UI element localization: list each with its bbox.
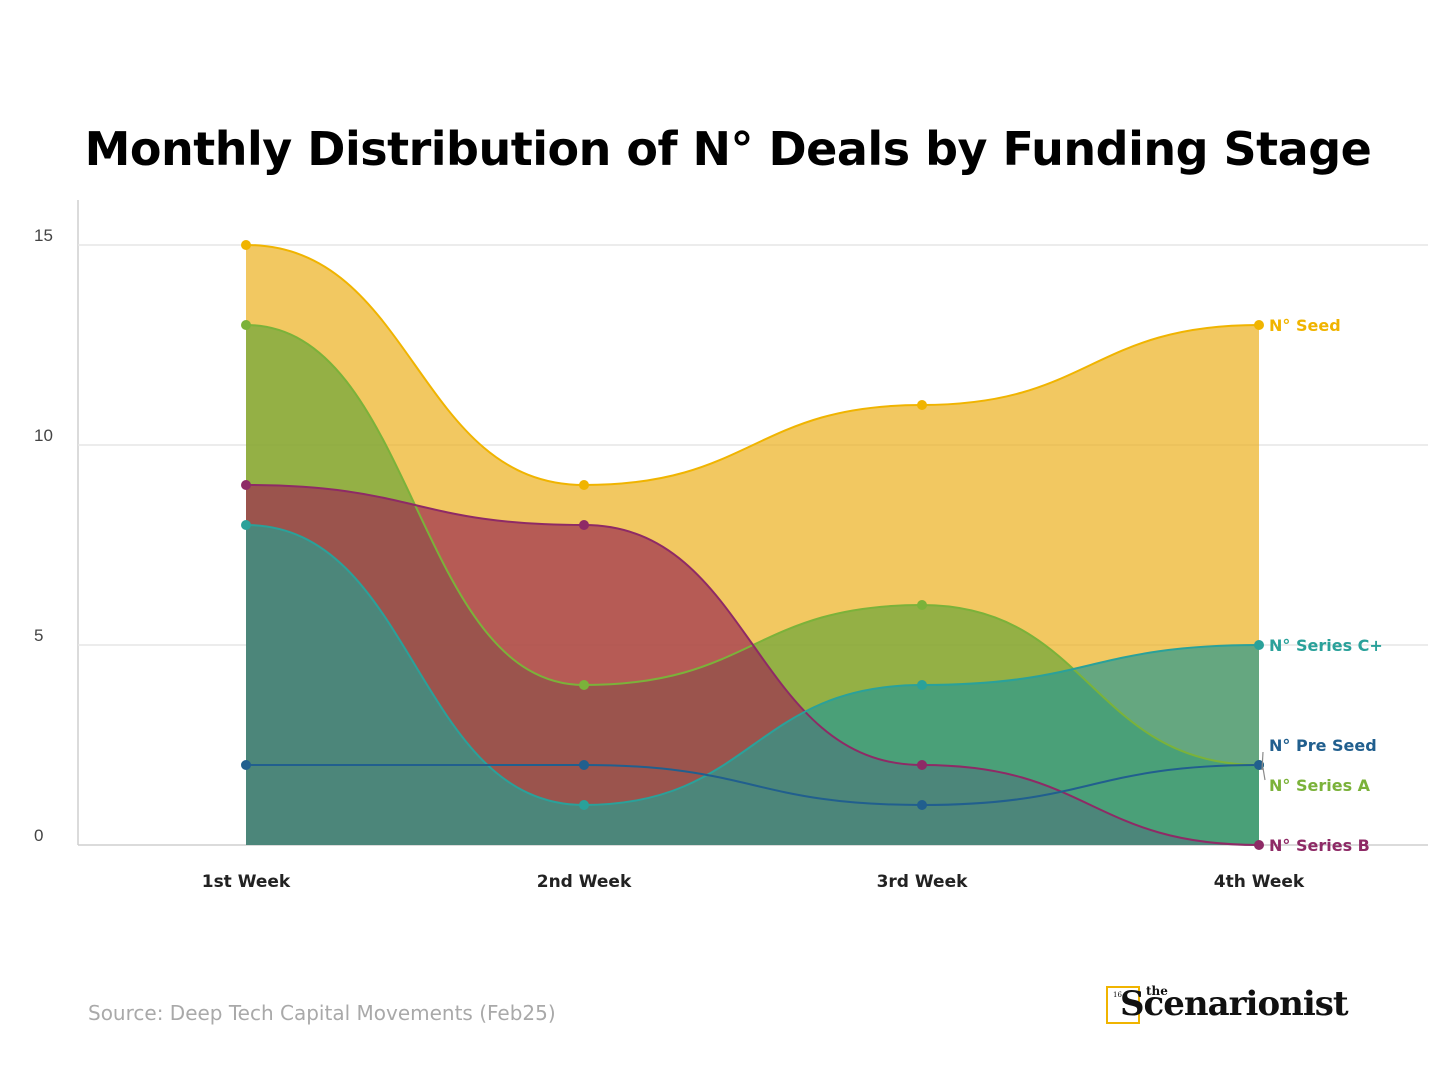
point-0-2	[917, 400, 927, 410]
point-0-3	[1254, 320, 1264, 330]
source-note: Source: Deep Tech Capital Movements (Feb…	[88, 1001, 556, 1025]
point-layer	[241, 240, 1264, 850]
area-3	[246, 525, 1259, 845]
series-label-1: N° Series A	[1269, 776, 1371, 795]
point-2-1	[579, 520, 589, 530]
area-2	[246, 485, 1259, 845]
point-4-3	[1254, 760, 1264, 770]
series-label-2: N° Series B	[1269, 836, 1370, 855]
x-tick-label: 1st Week	[202, 872, 291, 892]
logo-small-mark: 16	[1113, 991, 1122, 999]
line-1	[245, 324, 1260, 766]
x-tick-label: 2nd Week	[537, 872, 632, 892]
line-0	[245, 244, 1260, 487]
y-tick-label: 0	[34, 826, 43, 845]
point-4-2	[917, 800, 927, 810]
label-connector	[1262, 767, 1266, 781]
point-2-3	[1254, 840, 1264, 850]
line-2	[245, 484, 1260, 846]
y-tick-label: 15	[34, 226, 53, 245]
line-4	[245, 763, 1260, 807]
y-tick-label: 5	[34, 626, 43, 645]
point-2-2	[917, 760, 927, 770]
label-layer: N° Seed N° Series A N° Series B N° Series C…	[1261, 316, 1383, 855]
point-2-0	[241, 480, 251, 490]
series-label-0: N° Seed	[1269, 316, 1341, 335]
point-1-1	[579, 680, 589, 690]
point-1-2	[917, 600, 927, 610]
point-3-0	[241, 520, 251, 530]
logo-box: 16	[1106, 986, 1140, 1024]
area-layer	[246, 245, 1259, 845]
logo-name-text: Scenarionist	[1120, 984, 1349, 1024]
point-0-1	[579, 480, 589, 490]
point-1-0	[241, 320, 251, 330]
chart-title: Monthly Distribution of N° Deals by Fund…	[84, 122, 1372, 176]
point-4-0	[241, 760, 251, 770]
series-label-3: N° Series C+	[1269, 636, 1383, 655]
brand-logo: 16 the Scenarionist	[1106, 984, 1356, 1032]
point-3-2	[917, 680, 927, 690]
line-3	[245, 524, 1260, 807]
logo-the-text: the	[1146, 984, 1168, 998]
point-0-0	[241, 240, 251, 250]
point-4-1	[579, 760, 589, 770]
x-tick-label: 3rd Week	[877, 872, 969, 892]
label-connector	[1261, 751, 1264, 771]
point-3-1	[579, 800, 589, 810]
series-label-4: N° Pre Seed	[1269, 736, 1377, 755]
line-layer	[245, 244, 1260, 846]
x-tick-label: 4th Week	[1214, 872, 1305, 892]
point-3-3	[1254, 640, 1264, 650]
y-tick-label: 10	[34, 426, 53, 445]
